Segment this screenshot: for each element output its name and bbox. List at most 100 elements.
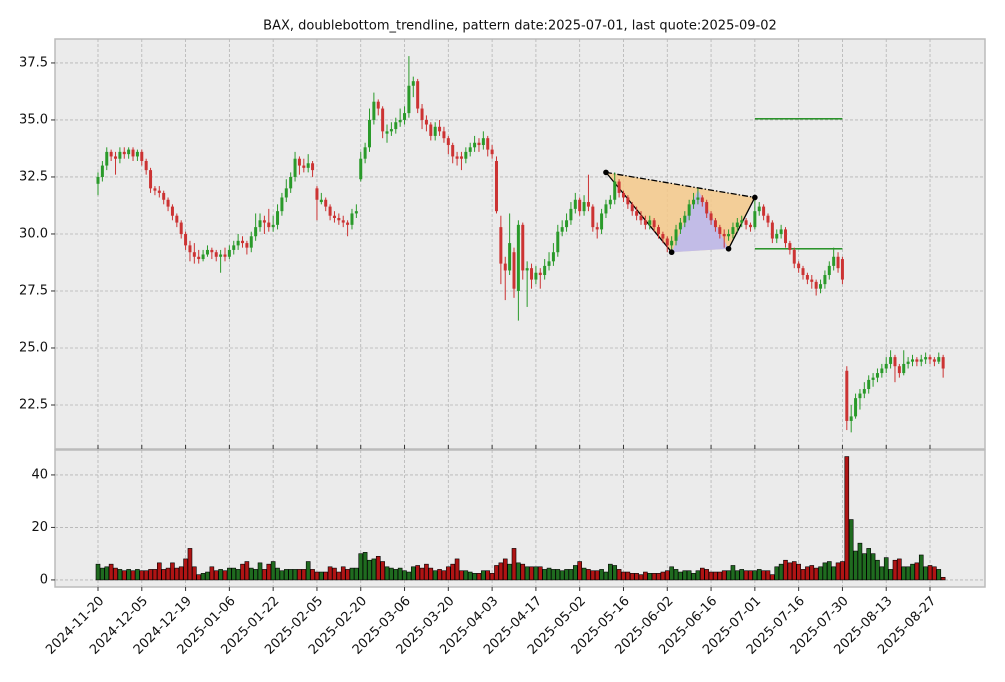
- volume-bar: [568, 569, 574, 581]
- volume-bar: [174, 567, 180, 581]
- candle-body: [547, 261, 551, 266]
- candle-body: [267, 222, 271, 228]
- candle-body: [100, 165, 104, 177]
- volume-bar: [305, 561, 311, 581]
- volume-bar: [358, 553, 364, 581]
- volume-bar: [113, 567, 118, 581]
- volume-bar: [704, 569, 709, 581]
- candle-body: [915, 359, 919, 362]
- candle-body: [149, 170, 153, 189]
- candle-body: [429, 124, 433, 136]
- candle-body: [96, 176, 100, 184]
- candle-body: [350, 213, 354, 225]
- volume-bar: [748, 570, 753, 581]
- candle-body: [840, 259, 844, 280]
- volume-bar: [573, 565, 578, 581]
- volume-bar: [564, 569, 569, 581]
- candle-body: [556, 231, 560, 253]
- volume-bar: [108, 563, 114, 581]
- candle-body: [530, 268, 534, 280]
- volume-bar: [323, 571, 329, 581]
- pattern-point: [603, 169, 609, 176]
- candle-body: [832, 256, 836, 266]
- volume-bar: [371, 558, 377, 581]
- candle-body: [565, 220, 569, 228]
- candle-body: [416, 81, 420, 109]
- volume-bar: [844, 456, 850, 581]
- volume-bar: [735, 570, 740, 581]
- candle-body: [241, 240, 245, 244]
- volume-bar: [612, 565, 618, 581]
- volume-bar: [485, 570, 491, 581]
- candle-body: [455, 156, 459, 159]
- candle-body: [438, 126, 442, 132]
- volume-bar: [691, 573, 696, 581]
- volume-bar: [139, 570, 145, 581]
- candle-body: [560, 227, 564, 232]
- candle-body: [902, 363, 906, 374]
- candle-body: [306, 163, 310, 168]
- y-tick-label: 25.0: [19, 340, 48, 355]
- volume-bar: [498, 562, 504, 581]
- candle-body: [319, 199, 323, 203]
- candle-body: [236, 240, 240, 246]
- price-panel: [54, 38, 986, 450]
- volume-bar: [397, 567, 403, 581]
- candle-body: [376, 101, 380, 109]
- volume-bar: [389, 567, 394, 581]
- volume-bar: [888, 569, 893, 581]
- volume-bar: [669, 566, 674, 581]
- volume-bar: [721, 570, 727, 581]
- pattern-point: [668, 249, 675, 256]
- candle-body: [227, 249, 231, 257]
- volume-bar: [476, 573, 482, 581]
- volume-bar: [511, 548, 517, 581]
- volume-bar: [95, 563, 101, 581]
- volume-bar: [599, 569, 604, 581]
- volume-bar: [170, 562, 175, 581]
- candle-body: [464, 151, 468, 159]
- candle-body: [521, 224, 525, 271]
- volume-bar: [739, 569, 745, 581]
- candle-body: [700, 197, 704, 203]
- candle-body: [372, 101, 376, 120]
- volume-bar: [516, 562, 521, 581]
- candle-body: [775, 233, 779, 239]
- volume-bar: [848, 519, 854, 581]
- candle-body: [271, 224, 275, 228]
- candle-body: [591, 206, 595, 228]
- candle-body: [932, 359, 936, 362]
- volume-bar: [130, 570, 136, 581]
- volume-bar: [183, 558, 188, 581]
- volume-bar: [275, 567, 280, 581]
- candle-body: [394, 122, 398, 130]
- candle-body: [910, 359, 914, 362]
- volume-bar: [756, 569, 762, 581]
- volume-bar: [822, 562, 828, 581]
- volume-bar: [879, 566, 885, 581]
- volume-bar: [586, 569, 591, 581]
- volume-bar: [700, 567, 705, 581]
- candle-body: [534, 272, 538, 280]
- volume-bar: [375, 555, 381, 581]
- volume-bar: [393, 569, 399, 581]
- volume-bar: [283, 569, 289, 581]
- volume-bar: [905, 566, 911, 581]
- candle-body: [858, 393, 862, 399]
- candle-body: [608, 199, 612, 205]
- candle-body: [880, 368, 884, 374]
- volume-bar: [678, 571, 683, 581]
- pattern-peak-area: [671, 189, 729, 253]
- volume-bar: [590, 570, 596, 581]
- candle-body: [389, 129, 393, 132]
- candle-body: [893, 357, 897, 367]
- candle-body: [696, 197, 700, 200]
- candle-body: [538, 272, 542, 276]
- candle-body: [573, 199, 577, 209]
- volume-bar: [192, 566, 197, 581]
- candle-body: [906, 361, 910, 364]
- candle-body: [867, 379, 871, 390]
- pattern-point: [752, 194, 758, 201]
- candle-body: [836, 256, 840, 269]
- volume-bar: [730, 565, 736, 581]
